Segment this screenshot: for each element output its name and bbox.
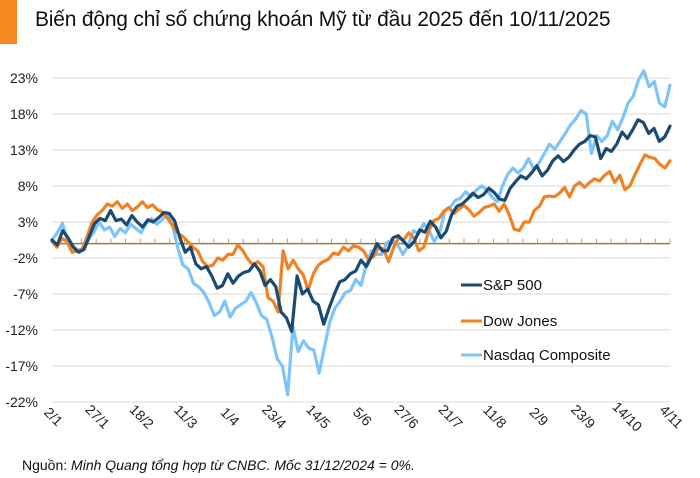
series-line-dow-jones [50, 153, 672, 314]
x-tick-label: 2/1 [41, 404, 66, 429]
x-tick-label: 4/11 [657, 402, 687, 432]
x-tick-label: 23/9 [568, 401, 599, 432]
legend: S&P 500 Dow Jones Nasdaq Composite [461, 277, 611, 364]
x-tick-label: 11/8 [480, 402, 510, 432]
y-tick-label: -22% [5, 394, 38, 410]
x-tick-label: 23/4 [259, 401, 290, 432]
gridlines [52, 77, 670, 403]
y-axis-ticks: 23% 18% 13% 8% 3% -2% -7% -12% -17% -22% [5, 70, 38, 410]
source-note: Nguồn: Minh Quang tổng hợp từ CNBC. Mốc … [22, 457, 415, 473]
series-lines [50, 69, 672, 397]
x-tick-label: 27/6 [391, 401, 422, 432]
x-tick-label: 14/5 [303, 401, 334, 432]
title-accent-bar [0, 0, 17, 44]
y-tick-label: -17% [5, 358, 38, 374]
x-tick-label: 21/7 [436, 401, 467, 432]
x-axis-ticks: 2/1 27/1 18/2 11/3 1/4 23/4 14/5 5/6 27/6 21/7 11/… [41, 398, 687, 434]
y-tick-label: 18% [10, 106, 38, 122]
y-tick-label: 8% [18, 178, 38, 194]
legend-label: Dow Jones [483, 313, 557, 330]
zero-axis [51, 238, 671, 245]
legend-label: S&P 500 [483, 277, 542, 294]
x-tick-label: 18/2 [127, 401, 158, 432]
y-tick-label: -12% [5, 322, 38, 338]
x-tick-label: 2/9 [527, 404, 552, 429]
series-line-s-p-500 [50, 118, 672, 333]
x-tick-label: 14/10 [609, 398, 645, 434]
chart-title: Biến động chỉ số chứng khoán Mỹ từ đầu 2… [35, 8, 611, 31]
source-prefix: Nguồn: [22, 457, 72, 473]
x-tick-label: 27/1 [82, 401, 113, 432]
legend-label: Nasdaq Composite [483, 347, 611, 364]
x-tick-label: 1/4 [218, 404, 243, 429]
x-tick-label: 11/3 [171, 402, 201, 432]
source-text: Minh Quang tổng hợp từ CNBC. Mốc 31/12/2… [71, 457, 415, 473]
y-tick-label: 23% [10, 70, 38, 86]
y-tick-label: -2% [13, 250, 38, 266]
y-tick-label: 13% [10, 142, 38, 158]
y-tick-label: 3% [18, 214, 38, 230]
y-tick-label: -7% [13, 286, 38, 302]
x-tick-label: 5/6 [350, 404, 375, 429]
